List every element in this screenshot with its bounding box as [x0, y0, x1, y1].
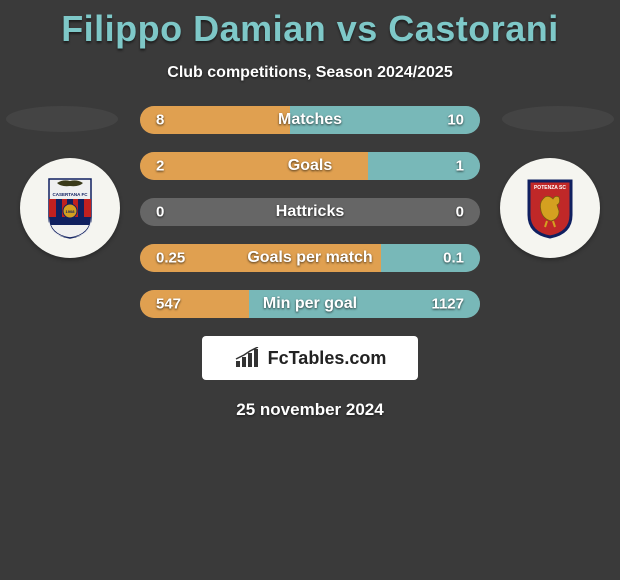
- bar-right: [381, 244, 480, 272]
- subtitle: Club competitions, Season 2024/2025: [0, 64, 620, 82]
- chart-icon: [234, 347, 262, 369]
- casertana-shield-icon: CASERTANA FC 1908: [45, 177, 95, 239]
- stat-right-value: 1127: [431, 296, 464, 313]
- source-logo: FcTables.com: [202, 336, 418, 380]
- stat-label: Matches: [278, 111, 342, 129]
- svg-text:POTENZA SC: POTENZA SC: [534, 185, 566, 191]
- stat-row-mpg: 547 Min per goal 1127: [140, 290, 480, 318]
- svg-text:1908: 1908: [66, 209, 76, 214]
- source-logo-text: FcTables.com: [268, 348, 387, 369]
- right-team-crest: POTENZA SC: [500, 158, 600, 258]
- comparison-area: CASERTANA FC 1908 POTENZA SC 8 Matches 1…: [0, 106, 620, 420]
- page-title: Filippo Damian vs Castorani: [0, 0, 620, 50]
- stat-left-value: 0.25: [156, 250, 185, 267]
- stat-row-matches: 8 Matches 10: [140, 106, 480, 134]
- right-ellipse-shadow: [502, 106, 614, 132]
- stat-right-value: 0.1: [443, 250, 464, 267]
- stat-label: Goals per match: [247, 249, 372, 267]
- stat-left-value: 8: [156, 112, 164, 129]
- stat-left-value: 547: [156, 296, 181, 313]
- footer-date: 25 november 2024: [0, 400, 620, 420]
- stat-right-value: 0: [456, 204, 464, 221]
- stat-row-goals: 2 Goals 1: [140, 152, 480, 180]
- stat-row-gpm: 0.25 Goals per match 0.1: [140, 244, 480, 272]
- stat-right-value: 10: [447, 112, 464, 129]
- stat-bars: 8 Matches 10 2 Goals 1 0 Hattricks 0 0.2…: [140, 106, 480, 318]
- stat-label: Goals: [288, 157, 332, 175]
- stat-label: Hattricks: [276, 203, 344, 221]
- left-ellipse-shadow: [6, 106, 118, 132]
- svg-text:CASERTANA FC: CASERTANA FC: [53, 192, 89, 197]
- stat-right-value: 1: [456, 158, 464, 175]
- stat-row-hattricks: 0 Hattricks 0: [140, 198, 480, 226]
- stat-left-value: 2: [156, 158, 164, 175]
- potenza-shield-icon: POTENZA SC: [525, 177, 575, 239]
- stat-left-value: 0: [156, 204, 164, 221]
- bar-left: [140, 152, 368, 180]
- left-team-crest: CASERTANA FC 1908: [20, 158, 120, 258]
- stat-label: Min per goal: [263, 295, 357, 313]
